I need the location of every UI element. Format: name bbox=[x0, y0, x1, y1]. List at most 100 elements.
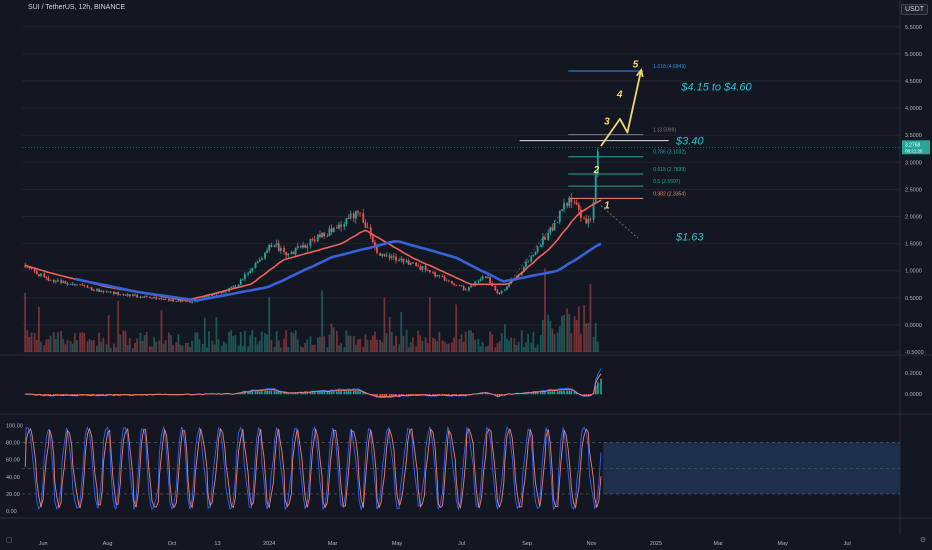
price-candle bbox=[534, 252, 537, 255]
volume-bar bbox=[379, 339, 382, 352]
volume-bar bbox=[158, 340, 161, 352]
volume-bar bbox=[539, 335, 542, 352]
volume-bar bbox=[484, 346, 487, 352]
macd-histogram-bar bbox=[429, 394, 431, 396]
fib-level-label: 1.618 (4.6849) bbox=[653, 64, 686, 70]
volume-bar bbox=[568, 313, 571, 352]
volume-bar bbox=[189, 347, 191, 352]
price-candle bbox=[81, 284, 84, 286]
macd-histogram-bar bbox=[585, 394, 588, 396]
price-candle bbox=[589, 219, 592, 220]
volume-bar bbox=[264, 333, 266, 352]
price-candle bbox=[49, 280, 52, 281]
volume-bar bbox=[109, 347, 112, 352]
macd-histogram-bar bbox=[575, 393, 578, 395]
price-candle bbox=[225, 291, 227, 293]
volume-bar bbox=[217, 339, 220, 352]
volume-bar bbox=[132, 347, 134, 352]
macd-histogram-bar bbox=[485, 393, 487, 395]
volume-bar bbox=[122, 330, 125, 352]
volume-bar bbox=[566, 308, 569, 352]
price-candle bbox=[539, 244, 542, 247]
volume-bar bbox=[412, 337, 414, 352]
price-candle bbox=[132, 294, 134, 297]
price-candle bbox=[453, 283, 456, 286]
price-candle bbox=[100, 290, 103, 292]
macd-histogram-bar bbox=[302, 393, 304, 395]
volume-bar bbox=[421, 341, 424, 352]
volume-bar bbox=[141, 340, 144, 352]
volume-bar bbox=[491, 334, 494, 352]
macd-histogram-bar bbox=[460, 394, 463, 396]
macd-histogram-bar bbox=[313, 392, 316, 395]
currency-button[interactable]: USDT bbox=[900, 4, 928, 15]
macd-histogram-bar bbox=[563, 390, 565, 395]
macd-histogram-bar bbox=[249, 392, 252, 395]
price-candle bbox=[294, 247, 297, 255]
volume-bar bbox=[287, 347, 290, 352]
price-candle bbox=[479, 279, 482, 281]
calendar-icon[interactable]: ▢ bbox=[6, 537, 13, 544]
price-candle bbox=[530, 256, 533, 262]
macd-histogram-bar bbox=[362, 392, 365, 395]
price-candle bbox=[260, 258, 263, 260]
price-candle bbox=[230, 287, 233, 289]
volume-bar bbox=[352, 335, 355, 352]
macd-histogram-bar bbox=[479, 393, 482, 395]
price-candle bbox=[412, 262, 414, 264]
macd-histogram-bar bbox=[458, 394, 461, 396]
volume-bar bbox=[38, 306, 40, 352]
price-candle bbox=[381, 254, 384, 256]
wave-label: 2 bbox=[593, 165, 600, 176]
volume-bar bbox=[472, 333, 475, 352]
price-candle bbox=[451, 281, 453, 284]
macd-histogram-bar bbox=[100, 394, 103, 396]
price-candle bbox=[481, 276, 484, 280]
volume-bar bbox=[254, 337, 257, 352]
price-candle bbox=[189, 301, 191, 303]
volume-bar bbox=[494, 347, 497, 352]
macd-histogram-bar bbox=[247, 392, 249, 395]
volume-bar bbox=[330, 323, 333, 352]
volume-bar bbox=[547, 314, 550, 352]
volume-bar bbox=[143, 334, 146, 352]
price-candle bbox=[477, 280, 480, 282]
volume-bar bbox=[191, 340, 194, 352]
volume-bar bbox=[76, 340, 78, 352]
price-candle bbox=[400, 258, 403, 261]
price-candle bbox=[436, 275, 439, 277]
macd-histogram-bar bbox=[453, 394, 455, 396]
price-candle bbox=[88, 287, 91, 289]
stoch-k-line bbox=[24, 425, 602, 512]
price-candle bbox=[338, 224, 340, 229]
price-candle bbox=[498, 293, 501, 294]
macd-histogram-bar bbox=[355, 391, 357, 395]
volume-bar bbox=[357, 339, 359, 352]
settings-icon[interactable]: ⚙ bbox=[919, 537, 926, 544]
price-candle bbox=[503, 289, 506, 291]
price-candle bbox=[302, 245, 304, 248]
price-candle bbox=[345, 218, 348, 225]
stoch-rsi-pane bbox=[22, 425, 900, 512]
price-candle bbox=[258, 259, 261, 262]
macd-histogram-bar bbox=[338, 391, 340, 395]
y-axis-tick-label: 2.0000 bbox=[905, 215, 922, 221]
volume-bar bbox=[139, 332, 142, 352]
price-candle bbox=[35, 271, 38, 275]
x-axis-tick-label: Jul bbox=[844, 541, 851, 547]
macd-histogram-bar bbox=[364, 393, 367, 395]
volume-bar bbox=[419, 335, 422, 352]
price-candle bbox=[544, 237, 546, 240]
price-candle bbox=[134, 294, 136, 296]
volume-bar bbox=[589, 284, 592, 352]
price-candle bbox=[428, 270, 431, 272]
macd-histogram-bar bbox=[256, 391, 259, 395]
macd-histogram-bar bbox=[261, 391, 263, 395]
price-candle bbox=[487, 276, 489, 278]
x-axis-tick-label: Nov bbox=[587, 541, 597, 547]
volume-bar bbox=[561, 315, 563, 352]
volume-bar bbox=[290, 331, 293, 352]
price-annotation: $3.40 bbox=[675, 136, 704, 148]
price-candle bbox=[148, 297, 151, 298]
